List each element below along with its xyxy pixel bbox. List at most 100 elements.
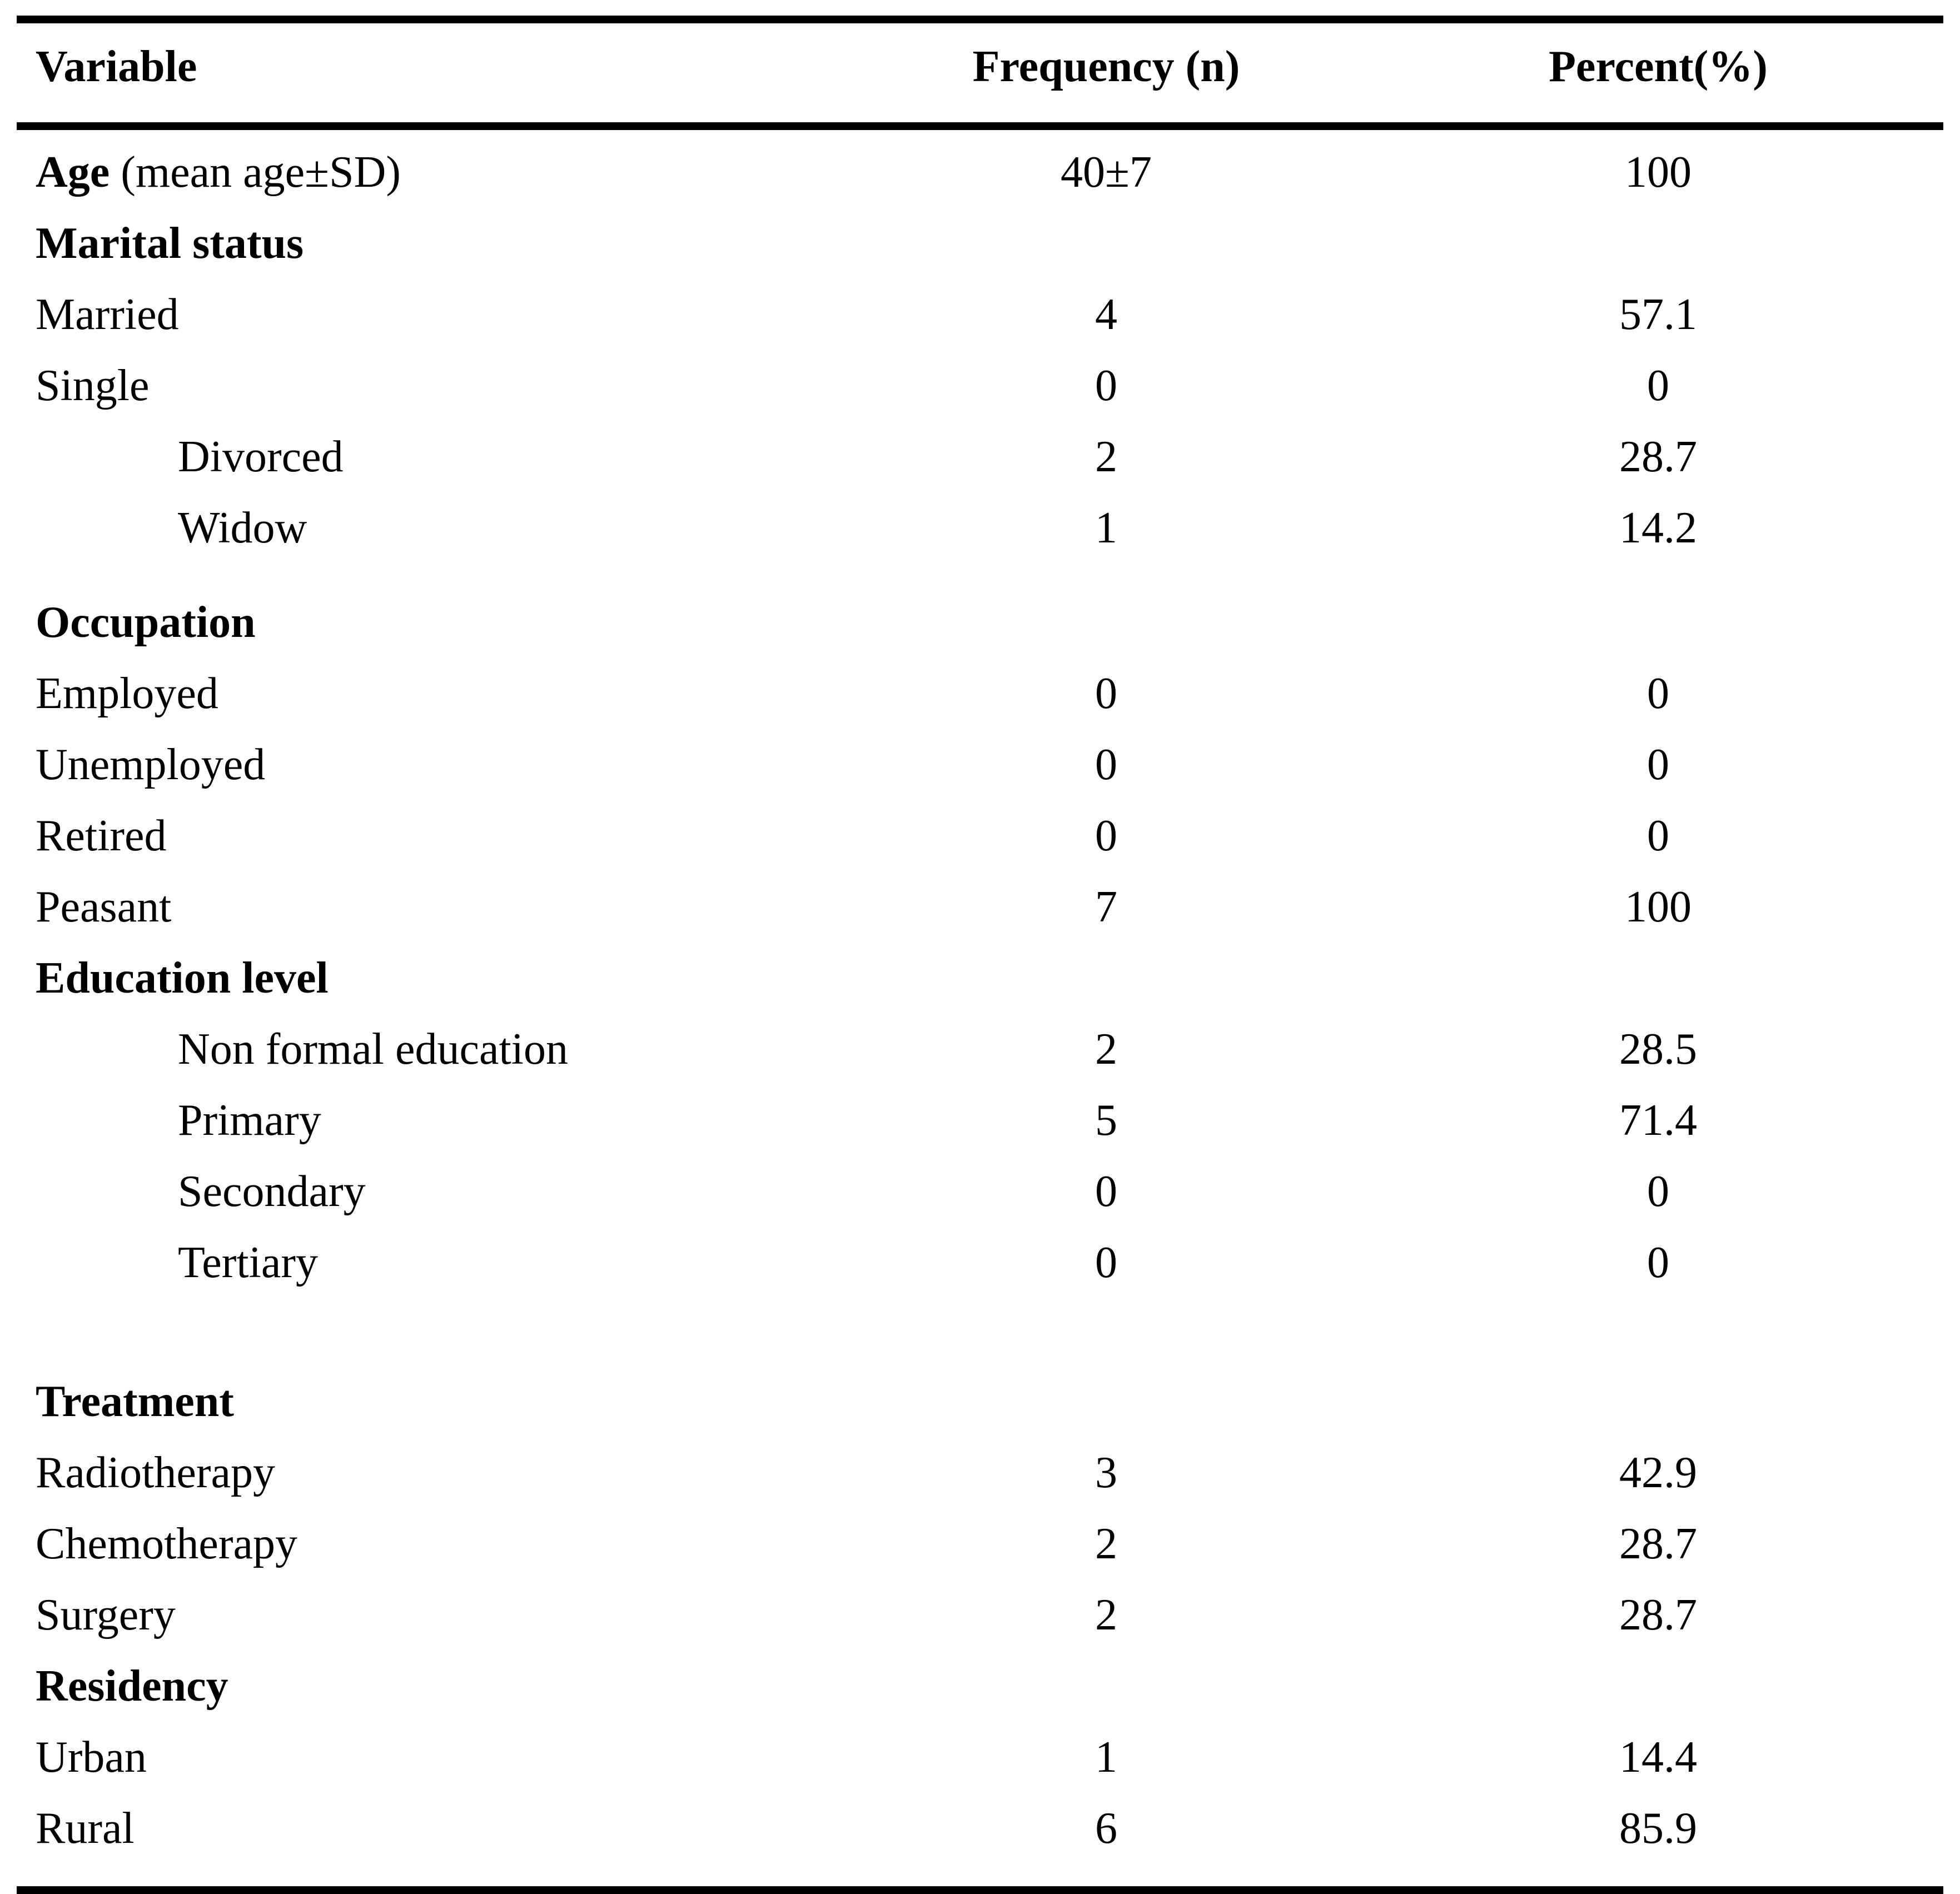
row-label: Divorced: [17, 421, 839, 492]
table-row: Urban 1 14.4: [17, 1722, 1943, 1793]
demographics-table: Variable Frequency (n) Percent(%) Age (m…: [17, 16, 1943, 1894]
percent-value: 28.7: [1619, 1519, 1697, 1568]
row-label-text: Non formal education: [178, 1025, 568, 1074]
percent-value: 71.4: [1619, 1096, 1697, 1145]
col-header-percent: Percent(%): [1549, 42, 1768, 91]
percent-value: 57.1: [1619, 290, 1697, 339]
row-label-text: Surgery: [36, 1591, 176, 1639]
row-label: Single: [17, 350, 839, 421]
frequency-value: 7: [1095, 883, 1117, 931]
row-label: Marital status: [17, 208, 839, 279]
frequency-value: 2: [1095, 1025, 1117, 1074]
row-label: Married: [17, 279, 839, 350]
table-row: Residency: [17, 1651, 1943, 1722]
percent-value: 85.9: [1619, 1804, 1697, 1853]
table-body: Age (mean age±SD) 40±7 100 Marital statu…: [17, 130, 1943, 1886]
percent-value: 100: [1625, 883, 1692, 931]
row-label: Residency: [17, 1651, 839, 1722]
table-header-row: Variable Frequency (n) Percent(%): [17, 23, 1943, 130]
col-header-frequency: Frequency (n): [972, 42, 1240, 91]
table-row: Tertiary 0 0: [17, 1227, 1943, 1298]
percent-value: 0: [1647, 1167, 1669, 1216]
row-label: Peasant: [17, 871, 839, 943]
frequency-value: 3: [1095, 1448, 1117, 1497]
row-label: Treatment: [17, 1366, 839, 1437]
row-label-text: Secondary: [178, 1167, 366, 1216]
row-label: Retired: [17, 800, 839, 871]
frequency-value: 4: [1095, 290, 1117, 339]
row-label-text: Married: [36, 290, 179, 339]
frequency-value: 6: [1095, 1804, 1117, 1853]
row-label: Unemployed: [17, 729, 839, 800]
row-label: Rural: [17, 1793, 839, 1864]
row-label-text: Occupation: [36, 598, 256, 647]
percent-value: 0: [1647, 669, 1669, 718]
row-label-text: Primary: [178, 1096, 321, 1145]
frequency-value: 0: [1095, 1238, 1117, 1287]
percent-value: 0: [1647, 1238, 1669, 1287]
row-label-text: Single: [36, 361, 150, 410]
percent-value: 0: [1647, 361, 1669, 410]
table-row: Occupation: [17, 587, 1943, 658]
table-row: Secondary 0 0: [17, 1156, 1943, 1227]
table-row: Surgery 2 28.7: [17, 1579, 1943, 1651]
table-row: Single 0 0: [17, 350, 1943, 421]
frequency-value: 1: [1095, 504, 1117, 552]
row-label-text: Age: [36, 148, 110, 197]
frequency-value: 5: [1095, 1096, 1117, 1145]
table-row: Unemployed 0 0: [17, 729, 1943, 800]
row-label-text: Urban: [36, 1733, 147, 1782]
table-row: Rural 6 85.9: [17, 1793, 1943, 1864]
row-label: Radiotherapy: [17, 1437, 839, 1508]
table-row: Chemotherapy 2 28.7: [17, 1508, 1943, 1579]
row-label: Employed: [17, 658, 839, 729]
row-label-text: Unemployed: [36, 740, 266, 789]
row-label-text: Divorced: [178, 432, 344, 481]
frequency-value: 0: [1095, 811, 1117, 860]
row-label-text: Chemotherapy: [36, 1519, 297, 1568]
table-row: Peasant 7 100: [17, 871, 1943, 943]
percent-value: 0: [1647, 811, 1669, 860]
row-label: Chemotherapy: [17, 1508, 839, 1579]
table-row: Widow 1 14.2: [17, 492, 1943, 564]
row-label-text: Retired: [36, 811, 167, 860]
row-label: Widow: [17, 492, 839, 564]
row-label-text: Radiotherapy: [36, 1448, 275, 1497]
percent-value: 28.7: [1619, 1591, 1697, 1639]
table-row: Divorced 2 28.7: [17, 421, 1943, 492]
row-label: Tertiary: [17, 1227, 839, 1298]
row-label: Primary: [17, 1085, 839, 1156]
row-label-text: Peasant: [36, 883, 172, 931]
col-header-variable: Variable: [36, 42, 197, 91]
row-label-suffix: (mean age±SD): [110, 148, 401, 197]
row-label: Non formal education: [17, 1014, 839, 1085]
table-row: Age (mean age±SD) 40±7 100: [17, 137, 1943, 208]
frequency-value: 0: [1095, 361, 1117, 410]
frequency-value: 0: [1095, 740, 1117, 789]
table-row: Radiotherapy 3 42.9: [17, 1437, 1943, 1508]
row-label: Age (mean age±SD): [17, 137, 839, 208]
frequency-value: 40±7: [1061, 148, 1152, 197]
table-row: Married 4 57.1: [17, 279, 1943, 350]
percent-value: 28.7: [1619, 432, 1697, 481]
frequency-value: 1: [1095, 1733, 1117, 1782]
row-label-text: Widow: [178, 504, 307, 552]
frequency-value: 2: [1095, 1519, 1117, 1568]
frequency-value: 0: [1095, 669, 1117, 718]
frequency-value: 2: [1095, 1591, 1117, 1639]
row-label: Occupation: [17, 587, 839, 658]
row-label-text: Education level: [36, 954, 329, 1003]
row-label-text: Tertiary: [178, 1238, 319, 1287]
percent-value: 0: [1647, 740, 1669, 789]
table-row: Primary 5 71.4: [17, 1085, 1943, 1156]
row-label: Surgery: [17, 1579, 839, 1651]
percent-value: 14.2: [1619, 504, 1697, 552]
percent-value: 28.5: [1619, 1025, 1697, 1074]
row-label-text: Residency: [36, 1662, 228, 1711]
row-label-text: Marital status: [36, 219, 304, 268]
percent-value: 14.4: [1619, 1733, 1697, 1782]
frequency-value: 0: [1095, 1167, 1117, 1216]
row-label-text: Treatment: [36, 1377, 234, 1426]
row-label-text: Rural: [36, 1804, 135, 1853]
